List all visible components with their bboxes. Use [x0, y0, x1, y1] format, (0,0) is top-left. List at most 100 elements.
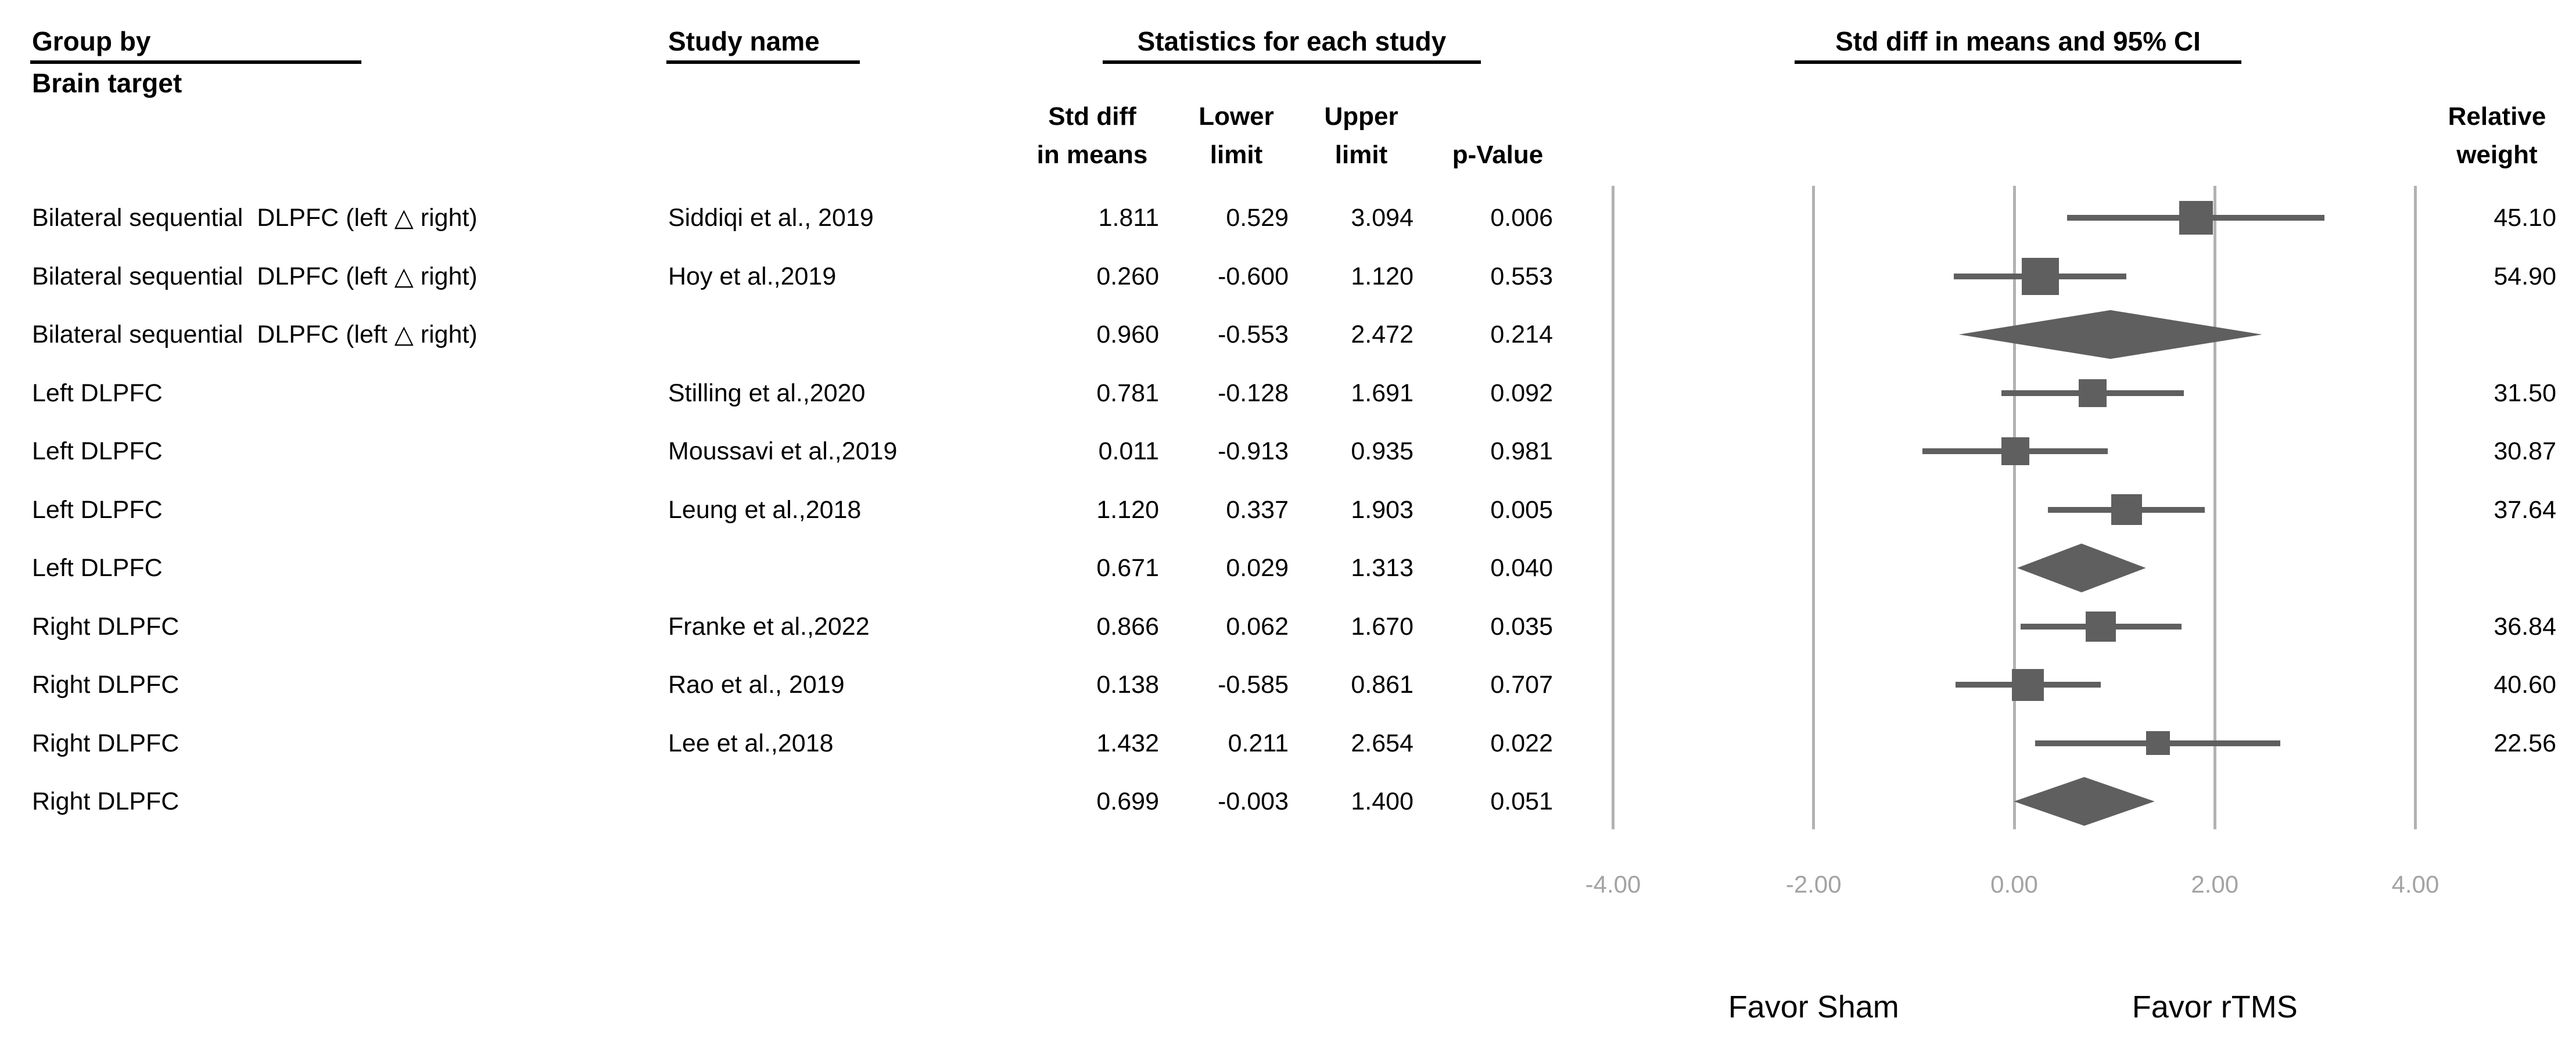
- row-p-value: 0.051: [1490, 787, 1553, 815]
- row-group-label: Bilateral sequential DLPFC (left △ right…: [32, 262, 478, 290]
- row-std-diff-value: 0.781: [1096, 379, 1159, 407]
- row-relative-weight-value: 37.64: [2494, 495, 2556, 524]
- row-group-label: Right DLPFC: [32, 729, 180, 757]
- row-upper-limit-value: 1.903: [1351, 495, 1413, 524]
- row-group-label: Bilateral sequential DLPFC (left △ right…: [32, 321, 478, 348]
- axis-tick-label: -4.00: [1585, 871, 1641, 898]
- row-group-label: Left DLPFC: [32, 379, 163, 407]
- row-relative-weight-value: 54.90: [2494, 262, 2556, 290]
- row-std-diff-value: 0.138: [1096, 671, 1159, 699]
- row-group-label: Bilateral sequential DLPFC (left △ right…: [32, 204, 478, 232]
- summary-diamond: [1958, 310, 2262, 359]
- row-upper-limit-value: 1.670: [1351, 612, 1413, 641]
- row-p-value: 0.707: [1490, 671, 1553, 699]
- col-header-lower-limit: Lower limit: [1199, 102, 1274, 169]
- row-p-value: 0.092: [1490, 379, 1553, 407]
- row-p-value: 0.553: [1490, 262, 1553, 290]
- row-lower-limit-value: -0.128: [1218, 379, 1289, 407]
- brain-target-header: Brain target: [32, 68, 182, 98]
- row-upper-limit-value: 1.691: [1351, 379, 1413, 407]
- row-lower-limit-value: -0.600: [1218, 262, 1289, 290]
- row-p-value: 0.022: [1490, 729, 1553, 757]
- axis-tick-label: -2.00: [1785, 871, 1842, 898]
- row-lower-limit-value: 0.029: [1226, 554, 1289, 582]
- gridline: [2012, 186, 2016, 829]
- row-upper-limit-value: 2.472: [1351, 321, 1413, 348]
- col-header-p-value: p-Value: [1452, 141, 1544, 169]
- row-group-label: Right DLPFC: [32, 671, 180, 699]
- row-std-diff-value: 0.699: [1096, 787, 1159, 815]
- row-group-label: Left DLPFC: [32, 495, 163, 524]
- point-estimate-square: [2078, 379, 2107, 407]
- row-std-diff-value: 1.432: [1096, 729, 1159, 757]
- row-upper-limit-value: 1.313: [1351, 554, 1413, 582]
- row-p-value: 0.981: [1490, 437, 1553, 465]
- point-estimate-square: [2111, 494, 2142, 525]
- row-lower-limit-value: 0.529: [1226, 204, 1289, 232]
- row-group-label: Left DLPFC: [32, 554, 163, 582]
- summary-diamond: [2014, 777, 2155, 826]
- row-group-label: Left DLPFC: [32, 437, 163, 465]
- row-lower-limit-value: 0.062: [1226, 612, 1289, 641]
- row-group-label: Right DLPFC: [32, 612, 180, 641]
- row-relative-weight-value: 36.84: [2494, 612, 2556, 641]
- row-p-value: 0.035: [1490, 612, 1553, 641]
- gridline: [1812, 186, 1816, 829]
- favor-sham-label: Favor Sham: [1728, 990, 1899, 1024]
- row-upper-limit-value: 1.120: [1351, 262, 1413, 290]
- study-name-underline: [666, 60, 860, 64]
- row-p-value: 0.005: [1490, 495, 1553, 524]
- gridline: [2213, 186, 2216, 829]
- row-study-label: Leung et al.,2018: [668, 495, 862, 524]
- row-study-label: Siddiqi et al., 2019: [668, 204, 874, 232]
- row-std-diff-value: 0.866: [1096, 612, 1159, 641]
- point-estimate-square: [2146, 731, 2170, 755]
- row-relative-weight-value: 40.60: [2494, 671, 2556, 699]
- favor-rtms-label: Favor rTMS: [2132, 990, 2298, 1024]
- point-estimate-square: [2021, 257, 2059, 295]
- row-lower-limit-value: -0.585: [1218, 671, 1289, 699]
- row-study-label: Lee et al.,2018: [668, 729, 834, 757]
- row-relative-weight-value: 30.87: [2494, 437, 2556, 465]
- row-study-label: Moussavi et al.,2019: [668, 437, 898, 465]
- row-upper-limit-value: 1.400: [1351, 787, 1413, 815]
- row-lower-limit-value: -0.913: [1218, 437, 1289, 465]
- axis-tick-label: 2.00: [2191, 871, 2239, 898]
- row-p-value: 0.006: [1490, 204, 1553, 232]
- gridline: [2413, 186, 2417, 829]
- row-p-value: 0.040: [1490, 554, 1553, 582]
- summary-diamond: [2017, 544, 2146, 592]
- row-std-diff-value: 0.011: [1098, 437, 1159, 465]
- row-relative-weight-value: 22.56: [2494, 729, 2556, 757]
- row-study-label: Franke et al.,2022: [668, 612, 870, 641]
- col-header-relative-weight: Relative weight: [2448, 102, 2546, 169]
- point-estimate-square: [2179, 201, 2213, 235]
- row-std-diff-value: 0.671: [1096, 554, 1159, 582]
- row-relative-weight-value: 45.10: [2494, 204, 2556, 232]
- row-std-diff-value: 0.960: [1096, 321, 1159, 348]
- row-lower-limit-value: -0.003: [1218, 787, 1289, 815]
- row-upper-limit-value: 3.094: [1351, 204, 1413, 232]
- statistics-underline: [1103, 60, 1481, 64]
- group-by-underline: [30, 60, 361, 64]
- row-lower-limit-value: 0.337: [1226, 495, 1289, 524]
- row-p-value: 0.214: [1490, 321, 1553, 348]
- row-study-label: Stilling et al.,2020: [668, 379, 866, 407]
- row-upper-limit-value: 0.935: [1351, 437, 1413, 465]
- row-lower-limit-value: -0.553: [1218, 321, 1289, 348]
- col-header-std-diff: Std diff in means: [1036, 102, 1148, 169]
- col-header-upper-limit: Upper limit: [1324, 102, 1398, 169]
- axis-tick-label: 4.00: [2391, 871, 2439, 898]
- gridline: [1612, 186, 1615, 829]
- row-group-label: Right DLPFC: [32, 787, 180, 815]
- row-std-diff-value: 1.120: [1096, 495, 1159, 524]
- ci-header: Std diff in means and 95% CI: [1835, 26, 2201, 56]
- statistics-header: Statistics for each study: [1137, 26, 1447, 56]
- row-upper-limit-value: 2.654: [1351, 729, 1413, 757]
- row-std-diff-value: 1.811: [1098, 204, 1159, 232]
- row-std-diff-value: 0.260: [1096, 262, 1159, 290]
- point-estimate-square: [2012, 668, 2044, 701]
- row-study-label: Hoy et al.,2019: [668, 262, 837, 290]
- point-estimate-square: [2001, 437, 2029, 465]
